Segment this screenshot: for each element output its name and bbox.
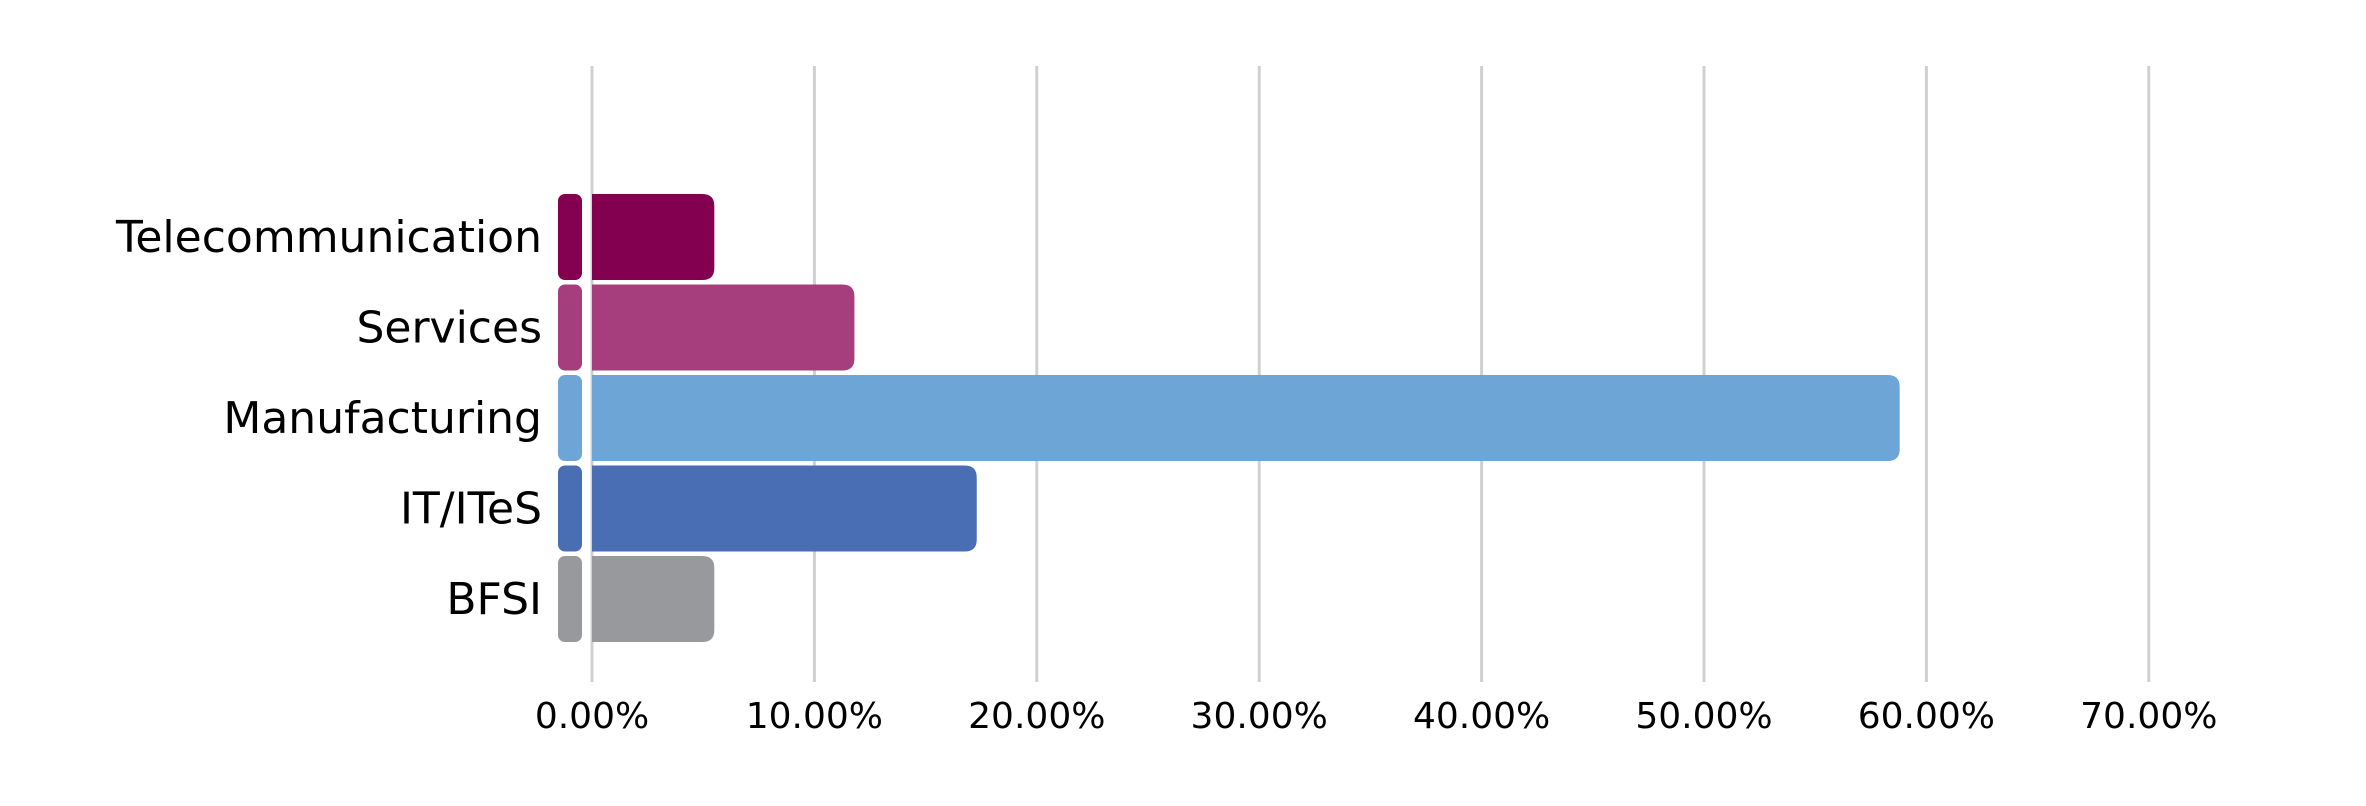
x-tick-label: 20.00% (968, 696, 1105, 737)
x-tick-label: 30.00% (1191, 696, 1328, 737)
category-label: IT/ITeS (400, 484, 542, 535)
category-marker (558, 465, 582, 552)
bar (592, 194, 715, 280)
bars (592, 194, 1900, 642)
category-label: Manufacturing (223, 393, 542, 444)
category-marker (558, 556, 582, 642)
gridlines (590, 66, 2151, 682)
category-marker (558, 375, 582, 461)
x-tick-label: 70.00% (2080, 696, 2217, 737)
category-marker (558, 284, 582, 371)
x-tick-label: 0.00% (535, 696, 649, 737)
category-marker (558, 194, 582, 280)
x-tick-label: 40.00% (1413, 696, 1550, 737)
x-tick-label: 60.00% (1858, 696, 1995, 737)
bar (592, 375, 1900, 461)
bar (592, 284, 855, 371)
category-label: Services (356, 303, 542, 354)
category-markers (558, 194, 582, 642)
category-label: BFSI (446, 574, 542, 625)
x-axis-tick-labels: 0.00% 10.00% 20.00% 30.00% 40.00% 50.00% 60.00… (535, 696, 2218, 737)
x-tick-label: 50.00% (1635, 696, 1772, 737)
category-labels: Telecommunication Services Manufacturing IT… (115, 212, 542, 625)
category-label: Telecommunication (115, 212, 542, 263)
bar (592, 556, 715, 642)
bar (592, 465, 977, 552)
x-tick-label: 10.00% (746, 696, 883, 737)
